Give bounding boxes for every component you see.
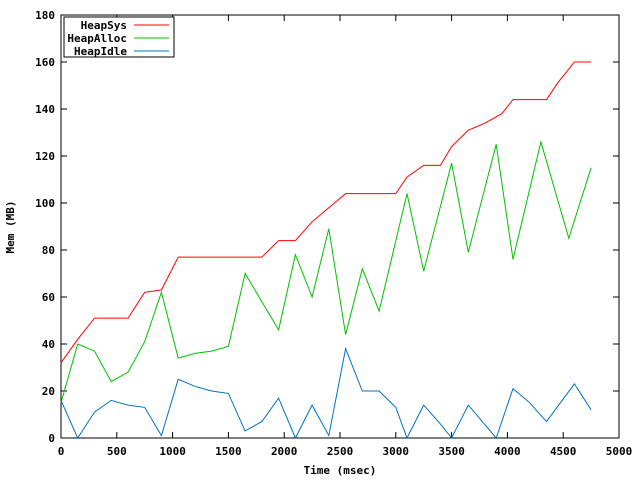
y-tick-label: 140 — [35, 103, 55, 116]
y-tick-label: 20 — [42, 385, 55, 398]
legend-label-heapsys: HeapSys — [81, 19, 127, 32]
y-tick-label: 120 — [35, 150, 55, 163]
series-lines — [60, 61, 592, 440]
x-tick-label: 5000 — [606, 445, 633, 458]
x-tick-label: 1500 — [215, 445, 242, 458]
legend-label-heapalloc: HeapAlloc — [67, 32, 127, 45]
x-tick-label: 2500 — [327, 445, 354, 458]
plot-frame — [60, 14, 620, 439]
y-tick-label: 160 — [35, 56, 55, 69]
x-axis-label: Time (msec) — [304, 464, 377, 477]
series-line-heapidle — [60, 346, 592, 440]
x-tick-label: 2000 — [271, 445, 298, 458]
y-tick-label: 0 — [48, 432, 55, 445]
x-tick-label: 3000 — [383, 445, 410, 458]
x-tick-label: 0 — [58, 445, 65, 458]
x-tick-label: 500 — [107, 445, 127, 458]
y-tick-label: 60 — [42, 291, 55, 304]
axis-ticks — [60, 14, 620, 439]
y-axis-label: Mem (MB) — [4, 201, 17, 254]
x-tick-label: 4000 — [494, 445, 521, 458]
legend-box — [63, 16, 175, 58]
y-tick-label: 180 — [35, 9, 55, 22]
series-line-heapsys — [60, 61, 592, 364]
x-tick-label: 3500 — [438, 445, 465, 458]
y-tick-label: 40 — [42, 338, 55, 351]
x-tick-label: 4500 — [550, 445, 577, 458]
series-line-heapalloc — [60, 139, 592, 403]
legend-label-heapidle: HeapIdle — [74, 45, 127, 58]
y-tick-label: 100 — [35, 197, 55, 210]
x-tick-label: 1000 — [159, 445, 186, 458]
y-tick-label: 80 — [42, 244, 55, 257]
axis-tick-labels: 0 500 1000 1500 2000 2500 3000 3500 4000 4500 5000… — [35, 9, 632, 458]
